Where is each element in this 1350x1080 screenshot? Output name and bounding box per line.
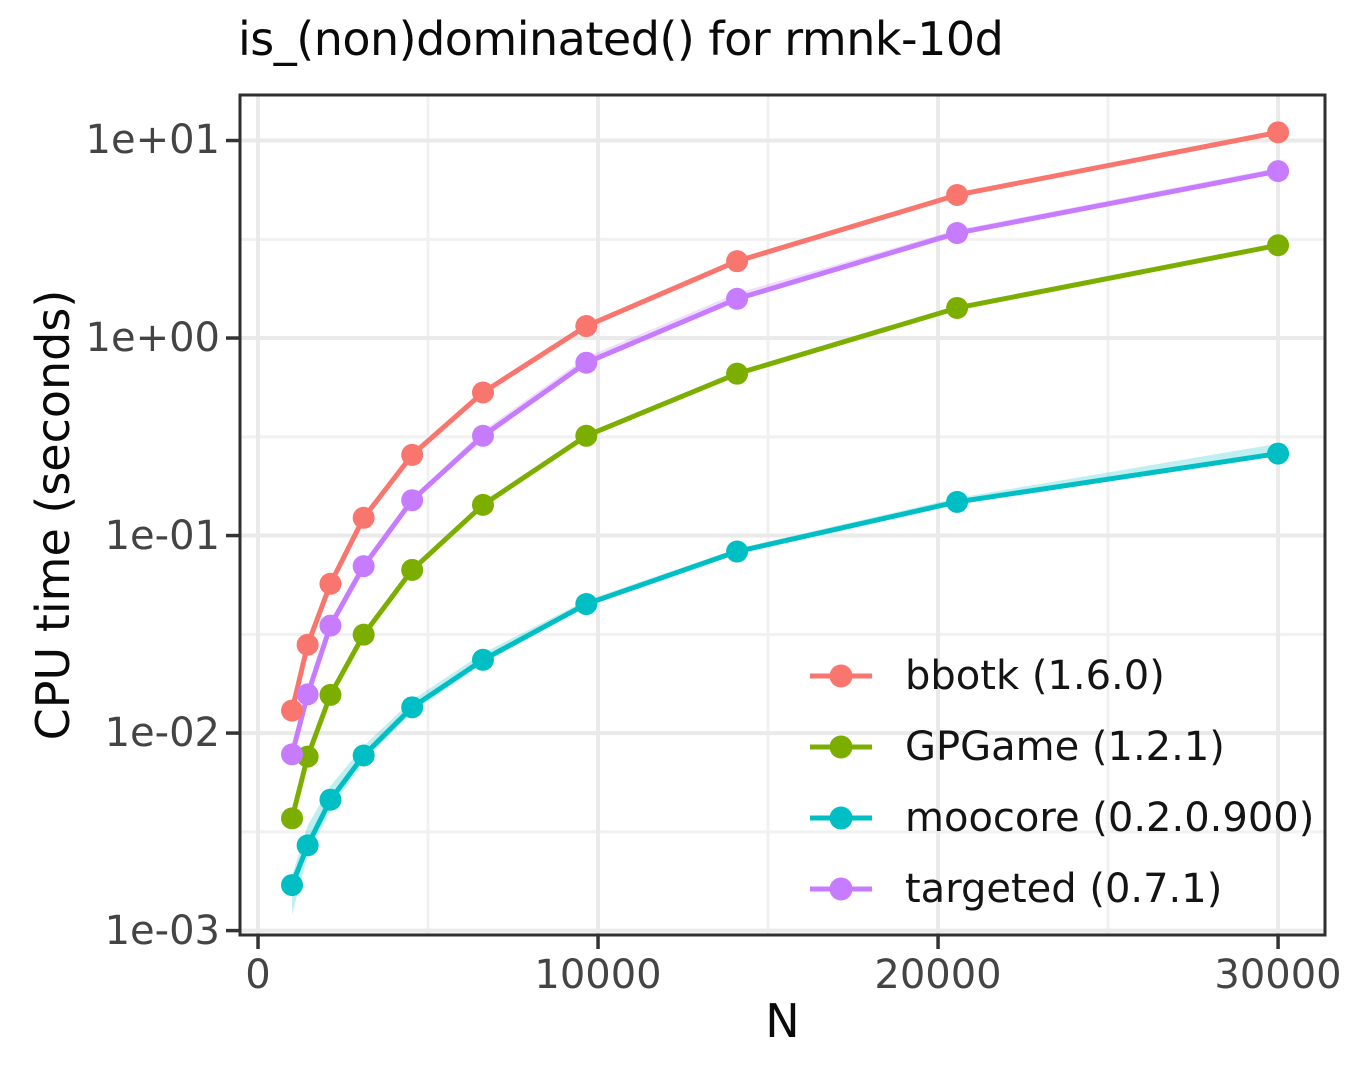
series-line-targeted (289, 168, 1281, 757)
y-tick-label: 1e-03 (104, 908, 220, 954)
data-point-gpgame (281, 807, 304, 830)
data-point-moocore (296, 834, 319, 857)
data-point-targeted (946, 222, 969, 245)
legend-entry-moocore: moocore (0.2.0.900) (806, 793, 1314, 843)
series-ribbon-moocore (292, 443, 1279, 915)
data-point-bbotk (575, 315, 598, 338)
y-tick-label: 1e-01 (104, 513, 220, 559)
panel-border (238, 93, 1327, 937)
legend-key-moocore (810, 806, 872, 830)
legend-key-gpgame (810, 735, 872, 759)
data-point-targeted (319, 614, 342, 637)
data-point-targeted (726, 287, 749, 310)
data-point-gpgame (471, 493, 494, 516)
data-point-bbotk (726, 250, 749, 273)
data-point-gpgame (319, 683, 342, 706)
x-axis-title: N (765, 994, 800, 1048)
legend-entry-gpgame: GPGame (1.2.1) (806, 722, 1314, 772)
data-point-gpgame (726, 362, 749, 385)
legend-key-bbotk (810, 664, 872, 688)
legend-entry-bbotk: bbotk (1.6.0) (806, 651, 1314, 701)
data-point-moocore (575, 593, 598, 616)
legend-entry-targeted: targeted (0.7.1) (806, 864, 1314, 914)
legend-label: targeted (0.7.1) (905, 866, 1223, 912)
y-tick-label: 1e+01 (85, 117, 220, 163)
series-line-gpgame (289, 242, 1281, 821)
legend-label: bbotk (1.6.0) (905, 653, 1165, 699)
y-tick-label: 1e+00 (85, 315, 220, 361)
data-point-gpgame (401, 558, 424, 581)
chart-title: is_(non)dominated() for rmnk-10d (238, 12, 1004, 66)
y-tick-label: 1e-02 (104, 710, 220, 756)
x-tick-label: 20000 (874, 952, 1002, 998)
series-line-bbotk (289, 129, 1281, 714)
data-point-targeted (296, 683, 319, 706)
data-point-gpgame (1267, 234, 1290, 257)
data-point-targeted (575, 351, 598, 374)
data-point-moocore (946, 490, 969, 513)
data-point-moocore (401, 696, 424, 719)
data-point-targeted (352, 555, 375, 578)
series-layer (281, 121, 1290, 915)
legend-label: GPGame (1.2.1) (905, 724, 1225, 770)
legend-key-targeted (810, 877, 872, 901)
data-point-bbotk (401, 443, 424, 466)
data-point-gpgame (946, 296, 969, 319)
panel-background (240, 95, 1325, 935)
data-point-bbotk (296, 633, 319, 656)
data-point-moocore (319, 788, 342, 811)
x-tick-label: 0 (245, 952, 271, 998)
data-point-moocore (352, 744, 375, 767)
data-point-targeted (471, 424, 494, 447)
data-point-moocore (1267, 442, 1290, 465)
data-point-moocore (726, 540, 749, 563)
x-tick-label: 30000 (1214, 952, 1342, 998)
data-point-targeted (401, 489, 424, 512)
data-point-moocore (281, 874, 304, 897)
data-point-gpgame (575, 424, 598, 447)
data-point-bbotk (1267, 121, 1290, 144)
legend: bbotk (1.6.0) GPGame (1.2.1) moocore (0.… (806, 651, 1314, 914)
data-point-gpgame (352, 623, 375, 646)
data-point-bbotk (471, 381, 494, 404)
series-line-moocore (289, 451, 1281, 888)
data-point-bbotk (281, 699, 304, 722)
data-point-bbotk (352, 506, 375, 529)
data-point-targeted (281, 743, 304, 766)
data-point-moocore (471, 648, 494, 671)
legend-label: moocore (0.2.0.900) (905, 795, 1315, 841)
data-point-bbotk (946, 183, 969, 206)
data-point-bbotk (319, 572, 342, 595)
x-tick-label: 10000 (534, 952, 662, 998)
data-point-targeted (1267, 160, 1290, 183)
